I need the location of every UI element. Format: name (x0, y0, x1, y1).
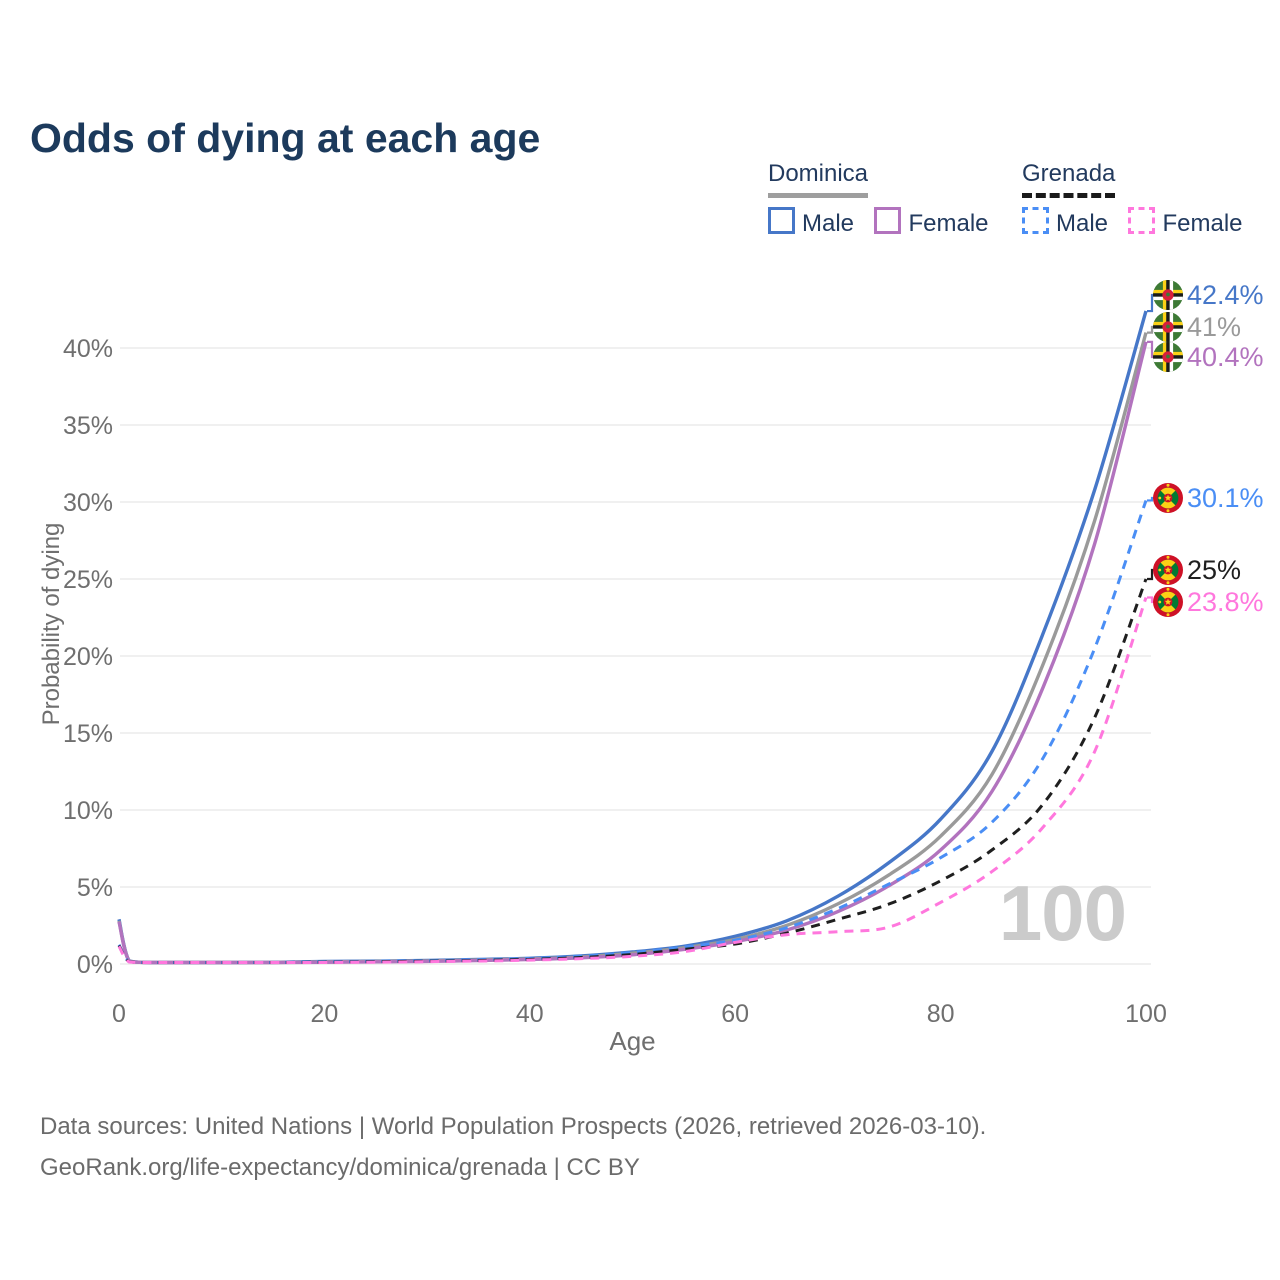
y-tick-label: 20% (63, 643, 113, 671)
series-line-dominica-total (117, 332, 1148, 965)
y-tick-label: 25% (63, 566, 113, 594)
legend-label: Female (1162, 210, 1243, 237)
y-tick-label: 15% (63, 720, 113, 748)
end-label-grenada-male: 30.1% (1187, 483, 1264, 513)
y-tick-label: 35% (63, 412, 113, 440)
x-tick-label: 60 (721, 1000, 749, 1028)
legend-label: Female (908, 210, 989, 237)
y-tick-label: 30% (63, 489, 113, 517)
series-line-grenada-total (117, 578, 1148, 964)
legend-label: Male (1056, 210, 1109, 237)
dominica-flag-icon (1153, 280, 1183, 310)
data-sources-line: Data sources: United Nations | World Pop… (40, 1113, 987, 1140)
grenada-flag-icon (1153, 483, 1183, 513)
footer: Data sources: United Nations | World Pop… (40, 1106, 986, 1188)
legend-country-grenada: Grenada (1022, 160, 1116, 198)
legend-country-dominica: Dominica (768, 160, 869, 198)
end-label-dominica-male: 42.4% (1187, 280, 1264, 310)
series-line-dominica-male (117, 310, 1148, 965)
legend-label: Male (802, 210, 855, 237)
legend-group-grenada: Grenada Male Female (1022, 160, 1259, 238)
page-title: Odds of dying at each age (30, 115, 541, 162)
legend-item-grenada-male[interactable]: Male (1022, 207, 1108, 238)
grenada-flag-icon (1153, 587, 1183, 617)
end-label-grenada-total: 25% (1187, 555, 1241, 585)
grenada-female-checkbox-icon[interactable] (1128, 207, 1156, 234)
series-line-grenada-male (117, 500, 1148, 964)
attribution-line: GeoRank.org/life-expectancy/dominica/gre… (40, 1154, 640, 1181)
grenada-male-checkbox-icon[interactable] (1022, 207, 1049, 234)
end-label-grenada-female: 23.8% (1187, 587, 1264, 617)
y-tick-label: 10% (63, 797, 113, 825)
end-label-dominica-total: 41% (1187, 312, 1241, 342)
legend-group-dominica: Dominica Male Female (768, 160, 1005, 238)
end-label-dominica-female: 40.4% (1187, 342, 1264, 372)
series-line-dominica-female (117, 341, 1148, 965)
x-tick-label: 80 (927, 1000, 955, 1028)
age-counter-watermark: 100 (998, 869, 1127, 957)
y-tick-label: 40% (63, 335, 113, 363)
y-tick-label: 5% (77, 874, 113, 902)
chart-plot: 0% 5% 10% 15% 20% 25% 30% 35% 40% 0 20 40 60 80 100 Age… (63, 280, 1264, 1056)
dominica-flag-icon (1153, 342, 1183, 372)
y-tick-label: 0% (77, 951, 113, 979)
x-axis-title: Age (609, 1026, 655, 1056)
x-tick-label: 40 (516, 1000, 544, 1028)
dominica-male-checkbox-icon[interactable] (768, 207, 795, 234)
legend-item-dominica-male[interactable]: Male (768, 207, 854, 238)
grenada-flag-icon (1153, 555, 1183, 585)
x-tick-label: 0 (112, 1000, 126, 1028)
x-tick-label: 20 (310, 1000, 338, 1028)
dominica-female-checkbox-icon[interactable] (874, 207, 902, 234)
dominica-flag-icon (1153, 312, 1183, 342)
legend-item-dominica-female[interactable]: Female (874, 207, 989, 238)
x-tick-label: 100 (1125, 1000, 1167, 1028)
series-line-grenada-female (117, 597, 1148, 964)
legend-item-grenada-female[interactable]: Female (1128, 207, 1243, 238)
